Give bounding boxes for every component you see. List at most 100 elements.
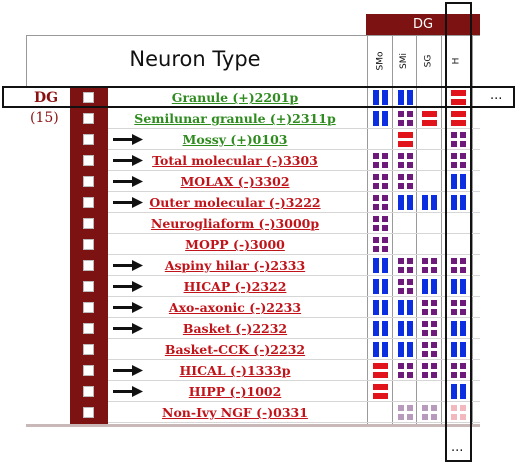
cell-sg [419,381,439,402]
cell-sg[interactable] [419,318,439,339]
cell-smi[interactable] [395,339,415,360]
dendrite-marker-icon [373,111,388,126]
neuron-type-link[interactable]: MOPP (-)3000 [185,237,285,252]
cell-smi[interactable] [395,129,415,150]
cell-h[interactable] [448,255,468,276]
cell-h[interactable] [448,402,468,423]
cell-h[interactable] [448,381,468,402]
cell-smo[interactable] [370,297,390,318]
cell-sg[interactable] [419,255,439,276]
cell-smi[interactable] [395,150,415,171]
neuron-type-link[interactable]: HIPP (-)1002 [188,384,282,399]
cell-smi[interactable] [395,192,415,213]
cell-smi[interactable] [395,171,415,192]
neuron-type-link[interactable]: Semilunar granule (+)2311p [134,111,336,126]
row-checkbox[interactable] [83,302,94,313]
neuron-type-link[interactable]: Non-Ivy NGF (-)0331 [162,405,308,420]
cell-smo[interactable] [370,192,390,213]
cell-h[interactable] [448,192,468,213]
cell-smi[interactable] [395,402,415,423]
axon-dendrite-marker-icon [422,321,437,336]
row-checkbox[interactable] [83,386,94,397]
row-checkbox[interactable] [83,92,94,103]
cell-smi[interactable] [395,108,415,129]
column-divider [367,36,368,424]
cell-smo[interactable] [370,339,390,360]
cell-h[interactable] [448,129,468,150]
row-divider [108,233,480,234]
cell-smo[interactable] [370,318,390,339]
cell-h[interactable] [448,339,468,360]
neuron-type-link[interactable]: Mossy (+)0103 [182,132,288,147]
column-divider [416,36,417,424]
row-checkbox[interactable] [83,197,94,208]
row-checkbox[interactable] [83,134,94,145]
cell-h[interactable] [448,276,468,297]
cell-smo[interactable] [370,360,390,381]
neuron-type-link[interactable]: Granule (+)2201p [171,90,299,105]
cell-smo[interactable] [370,108,390,129]
cell-sg[interactable] [419,360,439,381]
row-divider [108,317,480,318]
row-checkbox[interactable] [83,365,94,376]
row-checkbox[interactable] [83,113,94,124]
cell-h[interactable] [448,297,468,318]
cell-sg[interactable] [419,108,439,129]
cell-smo[interactable] [370,234,390,255]
cell-smo[interactable] [370,381,390,402]
neuron-type-link[interactable]: Outer molecular (-)3222 [149,195,321,210]
row-divider [108,338,480,339]
neuron-type-link[interactable]: Basket (-)2232 [182,321,288,336]
row-checkbox[interactable] [83,260,94,271]
row-divider [108,212,480,213]
neuron-type-link[interactable]: HICAL (-)1333p [179,363,291,378]
cell-smi[interactable] [395,276,415,297]
more-rows-ellipsis[interactable]: ... [451,440,464,455]
cell-sg[interactable] [419,402,439,423]
cell-sg[interactable] [419,297,439,318]
row-checkbox[interactable] [83,239,94,250]
cell-smo[interactable] [370,87,390,108]
more-columns-ellipsis[interactable]: ... [490,88,503,103]
arrow-right-icon [113,386,143,397]
cell-h[interactable] [448,360,468,381]
row-checkbox[interactable] [83,176,94,187]
row-checkbox[interactable] [83,281,94,292]
cell-smo[interactable] [370,213,390,234]
cell-smo[interactable] [370,171,390,192]
region-label-dg[interactable]: DG [34,90,59,106]
neuron-type-link[interactable]: Aspiny hilar (-)2333 [164,258,306,273]
cell-smo[interactable] [370,276,390,297]
cell-smi[interactable] [395,87,415,108]
cell-sg[interactable] [419,276,439,297]
highlight-column-box [445,2,472,462]
neuron-type-link[interactable]: Total molecular (-)3303 [152,153,318,168]
row-divider [108,422,480,423]
cell-smi[interactable] [395,297,415,318]
neuron-type-link[interactable]: MOLAX (-)3302 [180,174,290,189]
cell-smo[interactable] [370,150,390,171]
cell-smi[interactable] [395,360,415,381]
row-divider [108,359,480,360]
neuron-type-link[interactable]: Neurogliaform (-)3000p [150,216,320,231]
cell-smi[interactable] [395,318,415,339]
cell-smo[interactable] [370,255,390,276]
cell-h[interactable] [448,87,468,108]
neuron-type-link[interactable]: HICAP (-)2322 [183,279,287,294]
row-checkbox[interactable] [83,407,94,418]
cell-smi[interactable] [395,255,415,276]
axon-marker-icon [451,111,466,126]
row-checkbox[interactable] [83,323,94,334]
row-checkbox[interactable] [83,218,94,229]
cell-h[interactable] [448,108,468,129]
cell-h[interactable] [448,150,468,171]
neuron-type-link[interactable]: Axo-axonic (-)2233 [168,300,302,315]
cell-sg[interactable] [419,339,439,360]
cell-sg[interactable] [419,192,439,213]
row-divider [108,401,480,402]
neuron-type-link[interactable]: Basket-CCK (-)2232 [164,342,306,357]
row-checkbox[interactable] [83,155,94,166]
row-checkbox[interactable] [83,344,94,355]
cell-h[interactable] [448,171,468,192]
cell-h[interactable] [448,318,468,339]
